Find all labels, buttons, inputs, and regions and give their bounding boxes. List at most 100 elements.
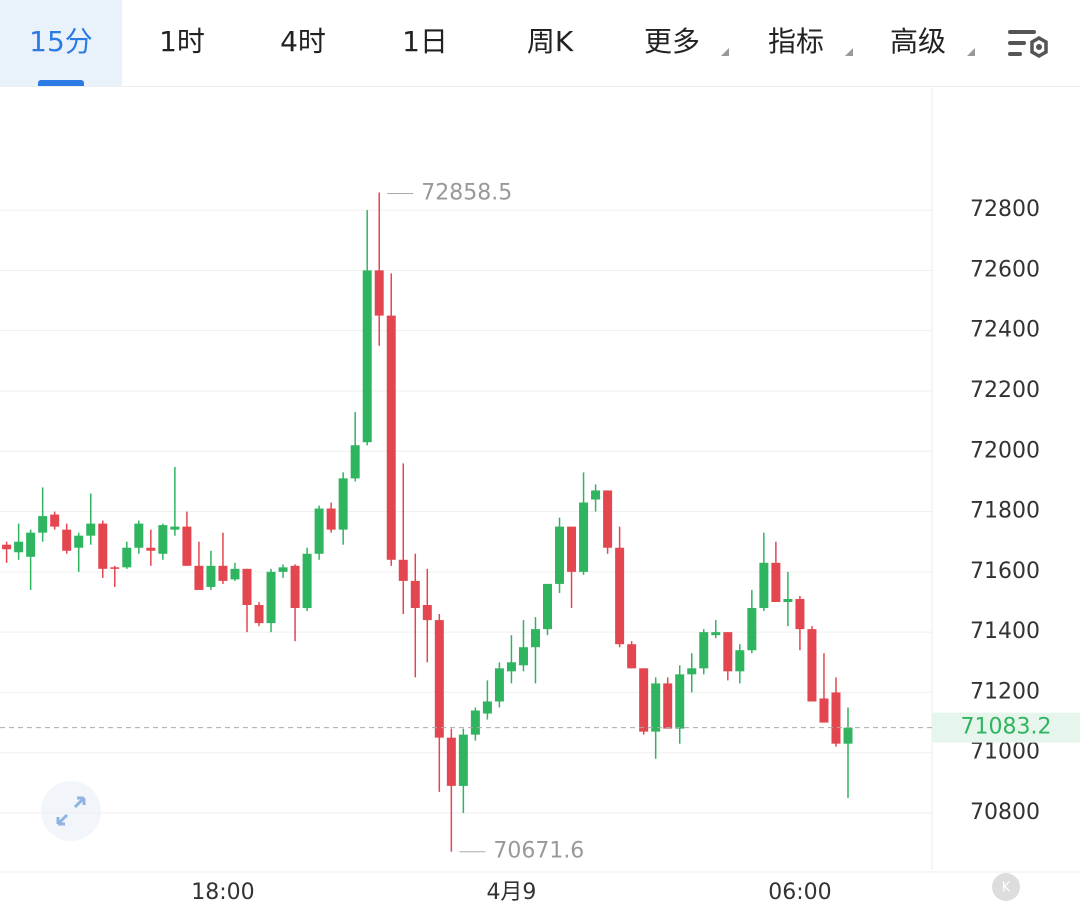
candle-body [98,523,108,569]
candle-body [831,692,841,744]
candle-body [446,737,456,786]
tab[interactable]: 指标 [735,0,857,86]
y-tick-label: 71600 [970,559,1040,584]
y-tick-label: 72000 [970,438,1040,463]
candle-body [422,605,432,621]
candle-body [615,547,625,645]
candle-body [86,523,96,536]
tab[interactable]: 1日 [402,25,448,58]
candle-body [290,565,300,609]
candle-body [38,516,48,533]
tab-bar: 15分 1时 4时 1日 周K 更多 指标 高级 [0,0,1080,87]
candle-body [567,526,577,572]
candle-body [194,565,204,590]
candle-body [579,502,589,572]
y-tick-label: 72200 [970,378,1040,403]
candle-body [651,683,661,732]
price-label: 71083.2 [961,715,1052,740]
candle-body [266,571,276,624]
candle-body [278,567,288,572]
x-tick-label: 18:00 [191,880,254,905]
y-tick-label: 72600 [970,257,1040,282]
candle-body [627,644,637,669]
min-label: 70671.6 [493,839,584,864]
candle-body [242,568,252,606]
k-icon[interactable]: K [992,873,1020,901]
candle-body [350,445,360,479]
y-tick-label: 71400 [970,619,1040,644]
candle-body [555,526,565,584]
candle-body [518,647,528,666]
y-tick-label: 71800 [970,499,1040,524]
max-label: 72858.5 [421,180,512,205]
candle-body [591,490,601,500]
candle-body [74,535,84,548]
candle-body [494,668,504,702]
candle-body [2,544,12,550]
candle-body [530,629,540,648]
candle-body [158,525,168,554]
candle-body [543,583,552,630]
candle-body [170,526,180,530]
candle-body [146,547,156,551]
candle-body [206,565,216,587]
candle-body [110,567,120,569]
candle-body [771,562,781,602]
y-tick-label: 70800 [970,800,1040,825]
x-tick-label: 4月9 [486,880,536,905]
candle-body [26,532,36,557]
candle-body [735,650,745,672]
candle-body [14,541,24,553]
candle-body [723,632,733,672]
candle-body [843,727,853,744]
candle-body [62,529,72,551]
candle-body [122,547,132,568]
candle-body [759,562,769,609]
candle-body [482,701,492,714]
settings-icon[interactable] [1006,26,1052,62]
candle-body [134,523,144,548]
y-tick-label: 71200 [970,679,1040,704]
candle-body [386,315,396,560]
candle-body [819,698,829,723]
tab[interactable]: 4时 [280,25,326,58]
candle-body [807,629,817,702]
candle-body [254,605,264,624]
tab[interactable]: 15分 [0,0,122,86]
candle-body [410,580,420,609]
y-tick-label: 72800 [970,197,1040,222]
candle-body [362,270,372,443]
candle-body [374,270,384,316]
tab[interactable]: 1时 [159,25,205,58]
tab[interactable]: 高级 [857,0,979,86]
tab[interactable]: 更多 [611,0,733,86]
price-tag [932,712,1080,743]
candle-body [711,632,721,636]
candle-body [326,508,336,530]
expand-icon[interactable] [41,781,101,841]
candle-body [783,598,793,602]
candle-body [470,710,480,735]
candle-body [458,734,468,786]
candle-body [639,668,649,732]
y-tick-label: 71000 [970,740,1040,765]
candle-body [795,598,805,630]
candle-body [434,620,444,738]
x-tick-label: 06:00 [768,880,831,905]
tab[interactable]: 周K [526,25,574,58]
candle-body [663,683,673,729]
candle-body [314,508,324,554]
y-tick-label: 72400 [970,318,1040,343]
candle-body [302,553,312,609]
candle-body [398,559,408,581]
candle-body [687,668,697,675]
candle-body [218,565,228,581]
candle-body [675,674,685,729]
candle-body [747,608,757,651]
svg-text:K: K [1002,881,1011,896]
candle-body [603,490,613,548]
candle-body [338,478,348,530]
candle-body [50,514,60,527]
